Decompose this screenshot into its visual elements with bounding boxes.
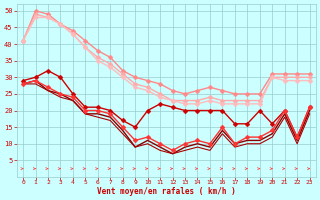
X-axis label: Vent moyen/en rafales ( km/h ): Vent moyen/en rafales ( km/h ) [97, 187, 236, 196]
